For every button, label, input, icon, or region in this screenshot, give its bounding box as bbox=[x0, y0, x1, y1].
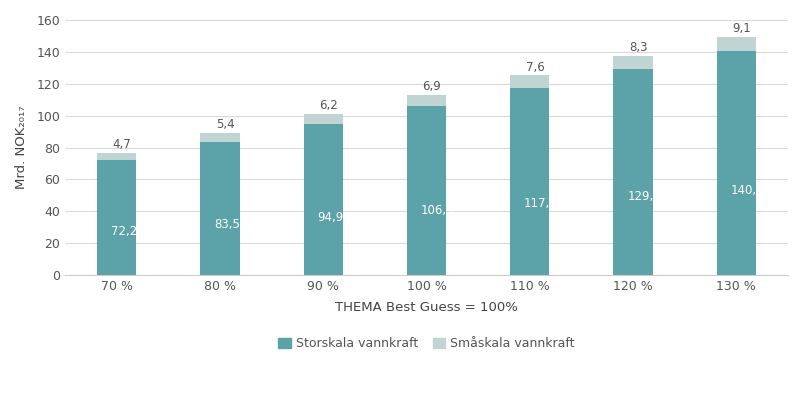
Y-axis label: Mrd. NOK₂₀₁₇: Mrd. NOK₂₀₁₇ bbox=[15, 106, 28, 189]
Text: 8,3: 8,3 bbox=[629, 41, 647, 54]
Text: 106,3: 106,3 bbox=[420, 204, 454, 217]
Text: 83,5: 83,5 bbox=[214, 218, 240, 231]
Bar bbox=[200, 133, 239, 142]
Text: 7,6: 7,6 bbox=[525, 60, 544, 73]
Bar bbox=[97, 153, 136, 160]
Text: 72,2: 72,2 bbox=[111, 225, 137, 238]
Bar bbox=[407, 95, 446, 106]
Text: 94,9: 94,9 bbox=[317, 211, 343, 224]
Text: 9,1: 9,1 bbox=[731, 22, 750, 35]
Text: 140,3: 140,3 bbox=[730, 183, 763, 197]
Text: 4,7: 4,7 bbox=[112, 138, 132, 151]
Bar bbox=[613, 70, 652, 275]
Legend: Storskala vannkraft, Småskala vannkraft: Storskala vannkraft, Småskala vannkraft bbox=[273, 332, 579, 355]
Bar bbox=[303, 124, 342, 275]
Bar bbox=[303, 114, 342, 124]
Bar bbox=[716, 37, 755, 51]
Bar bbox=[509, 88, 549, 275]
X-axis label: THEMA Best Guess = 100%: THEMA Best Guess = 100% bbox=[334, 301, 517, 314]
Bar bbox=[716, 51, 755, 275]
Bar bbox=[509, 75, 549, 88]
Text: 6,2: 6,2 bbox=[319, 99, 338, 112]
Text: 5,4: 5,4 bbox=[216, 118, 234, 131]
Text: 117,6: 117,6 bbox=[523, 197, 557, 211]
Bar bbox=[200, 142, 239, 275]
Bar bbox=[97, 160, 136, 275]
Text: 129,0: 129,0 bbox=[626, 191, 660, 203]
Bar bbox=[613, 56, 652, 70]
Text: 6,9: 6,9 bbox=[422, 80, 441, 93]
Bar bbox=[407, 106, 446, 275]
